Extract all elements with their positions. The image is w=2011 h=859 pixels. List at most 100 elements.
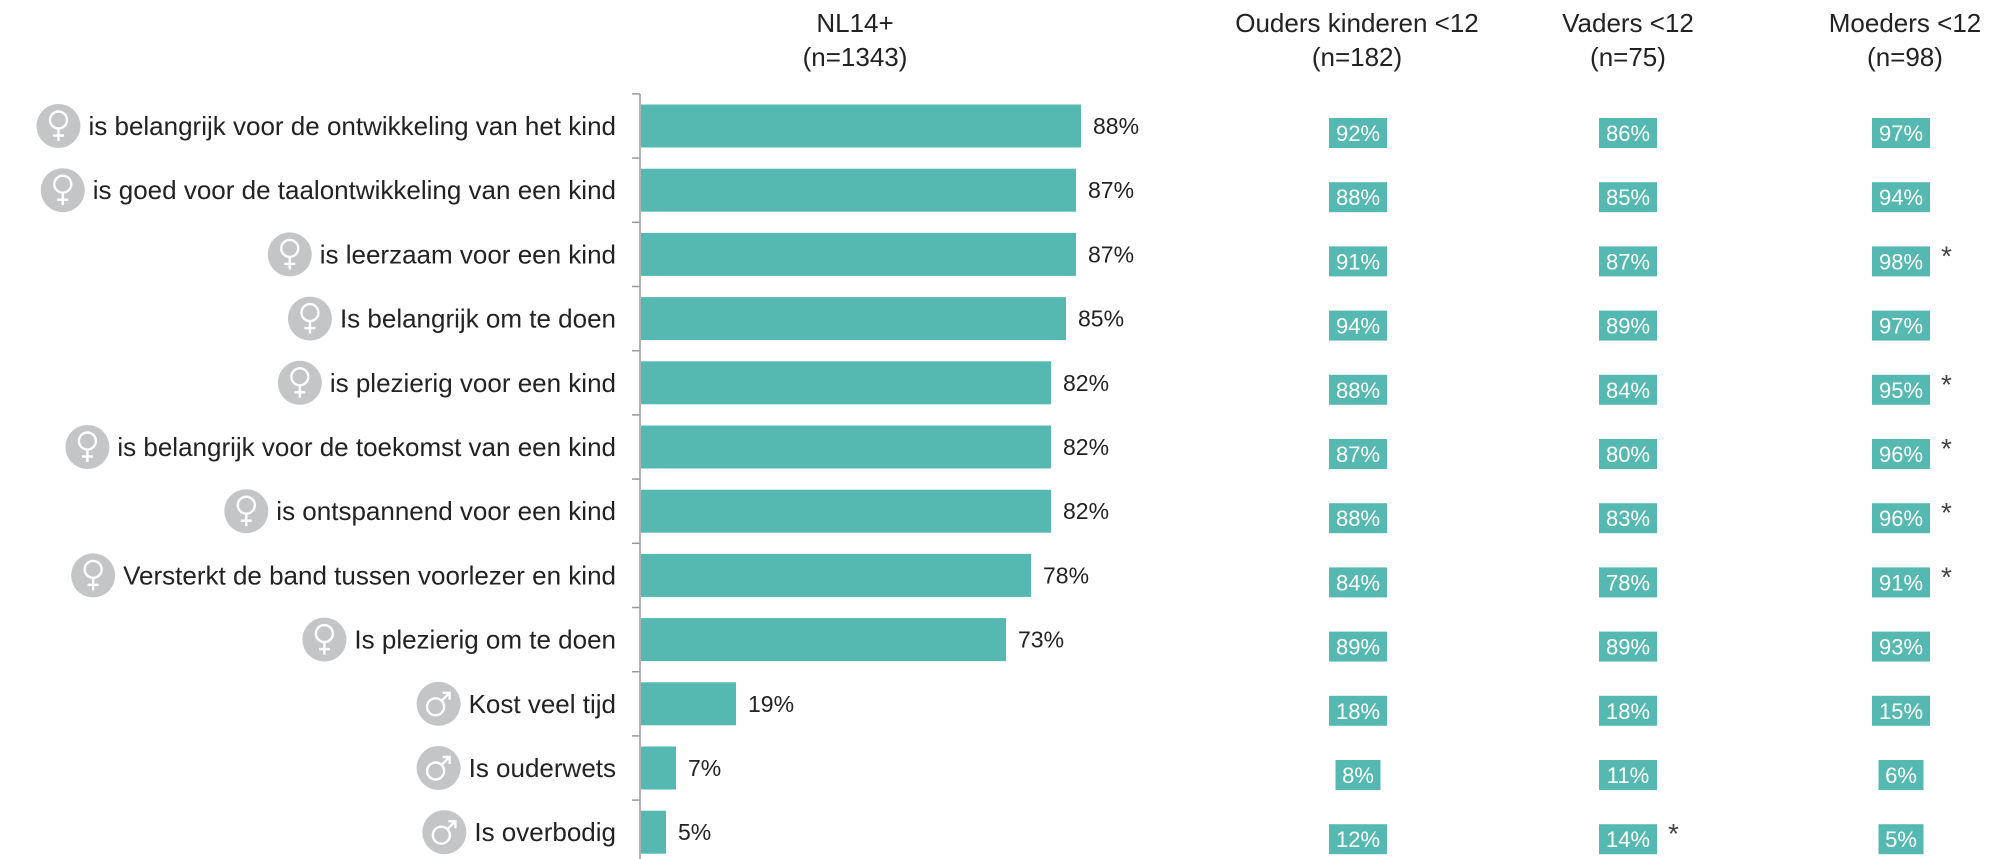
female-icon [287, 296, 332, 341]
badge-value-label: 8% [1342, 763, 1374, 788]
chart-row: is ontspannend voor een kind 82% 88% 83% 96%… [224, 489, 1952, 534]
chart-rows: is belangrijk voor de ontwikkeling van h… [36, 104, 1952, 855]
bar-value-label: 82% [1063, 434, 1109, 460]
significance-star: * [1941, 561, 1952, 592]
badge-value-label: 84% [1606, 378, 1650, 403]
value-badge [1329, 118, 1387, 148]
badge-value-label: 96% [1879, 506, 1923, 531]
bar-value-label: 82% [1063, 370, 1109, 396]
chart-row: is leerzaam voor een kind 87% 91% 87% 98% * [267, 232, 1952, 277]
value-badge [1599, 118, 1657, 148]
category-label: is plezierig voor een kind [330, 368, 616, 398]
badge-value-label: 89% [1606, 635, 1650, 660]
value-badge [1599, 182, 1657, 213]
badge-value-label: 85% [1606, 185, 1650, 210]
chart-row: Is belangrijk om te doen 85% 94% 89% 97% [287, 296, 1930, 341]
value-badge [1599, 631, 1657, 662]
bar [641, 489, 1051, 533]
male-icon [416, 746, 461, 790]
significance-star: * [1668, 818, 1679, 849]
bar [641, 618, 1006, 662]
bar-value-label: 85% [1078, 306, 1124, 332]
value-badge [1329, 439, 1387, 469]
value-badge [1599, 695, 1657, 726]
female-icon [267, 232, 312, 277]
value-badge [1872, 503, 1930, 534]
chart-row: is belangrijk voor de ontwikkeling van h… [36, 104, 1930, 148]
bar [641, 746, 676, 790]
bar-value-label: 87% [1088, 241, 1134, 267]
bar [641, 232, 1076, 276]
column-headers: NL14+ (n=1343) Ouders kinderen <12 (n=182) V… [803, 8, 1982, 72]
value-badge [1872, 695, 1930, 726]
badge-value-label: 98% [1879, 249, 1923, 274]
badge-value-label: 15% [1879, 699, 1923, 724]
badge-value-label: 87% [1336, 442, 1380, 467]
chart-row: Is plezierig om te doen 73% 89% 89% 93% [302, 617, 1930, 662]
badge-value-label: 83% [1606, 506, 1650, 531]
badge-value-label: 78% [1606, 570, 1650, 595]
category-label: Versterkt de band tussen voorlezer en ki… [123, 560, 616, 590]
column-header-n: (n=1343) [803, 42, 908, 72]
female-icon [71, 553, 116, 598]
value-badge [1599, 760, 1657, 790]
value-badge [1872, 310, 1930, 341]
category-label: Kost veel tijd [469, 689, 616, 719]
bar-value-label: 87% [1088, 177, 1134, 203]
badge-value-label: 6% [1885, 763, 1917, 788]
value-badge [1329, 246, 1387, 277]
value-badge [1872, 631, 1930, 662]
column-header-n: (n=182) [1312, 42, 1402, 72]
bar-value-label: 7% [688, 755, 721, 781]
badge-value-label: 93% [1879, 635, 1923, 660]
badge-value-label: 97% [1879, 314, 1923, 339]
bar-value-label: 88% [1093, 113, 1139, 139]
badge-value-label: 12% [1336, 827, 1380, 852]
chart-row: Kost veel tijd 19% 18% 18% 15% [416, 681, 1930, 726]
value-badge [1329, 503, 1387, 534]
value-badge [1872, 374, 1930, 405]
bar [641, 425, 1051, 469]
badge-value-label: 91% [1336, 249, 1380, 274]
column-header-n: (n=98) [1867, 42, 1943, 72]
value-badge [1329, 567, 1387, 598]
value-badge [1878, 824, 1924, 855]
badge-value-label: 94% [1336, 314, 1380, 339]
category-label: is belangrijk voor de ontwikkeling van h… [88, 111, 616, 141]
value-badge [1599, 824, 1657, 855]
bar [641, 553, 1031, 597]
bar-value-label: 5% [678, 819, 711, 845]
badge-value-label: 89% [1336, 635, 1380, 660]
value-badge [1599, 310, 1657, 341]
significance-star: * [1941, 433, 1952, 464]
value-badge [1329, 695, 1387, 726]
badge-value-label: 14% [1606, 827, 1650, 852]
badge-value-label: 11% [1607, 763, 1649, 788]
column-header-title: Vaders <12 [1562, 8, 1694, 38]
bar-value-label: 73% [1018, 627, 1064, 653]
category-axis [632, 93, 641, 859]
chart-row: is belangrijk voor de toekomst van een k… [65, 425, 1952, 469]
value-badge [1599, 439, 1657, 469]
category-label: Is overbodig [474, 817, 616, 847]
bar-value-label: 19% [748, 691, 794, 717]
badge-value-label: 18% [1606, 699, 1650, 724]
bar [641, 168, 1076, 212]
badge-value-label: 84% [1336, 570, 1380, 595]
chart-row: is goed voor de taalontwikkeling van een… [40, 168, 1930, 213]
value-badge [1872, 246, 1930, 277]
badge-value-label: 88% [1336, 185, 1380, 210]
female-icon [40, 168, 85, 213]
category-label: is goed voor de taalontwikkeling van een… [93, 175, 616, 205]
female-icon [36, 104, 81, 148]
value-badge [1329, 824, 1387, 855]
significance-star: * [1941, 369, 1952, 400]
badge-value-label: 95% [1879, 378, 1923, 403]
female-icon [65, 425, 110, 469]
column-header-title: Ouders kinderen <12 [1235, 8, 1479, 38]
female-icon [224, 489, 269, 534]
value-badge [1872, 182, 1930, 213]
bar [641, 297, 1066, 341]
badge-value-label: 94% [1879, 185, 1923, 210]
value-badge [1599, 503, 1657, 534]
